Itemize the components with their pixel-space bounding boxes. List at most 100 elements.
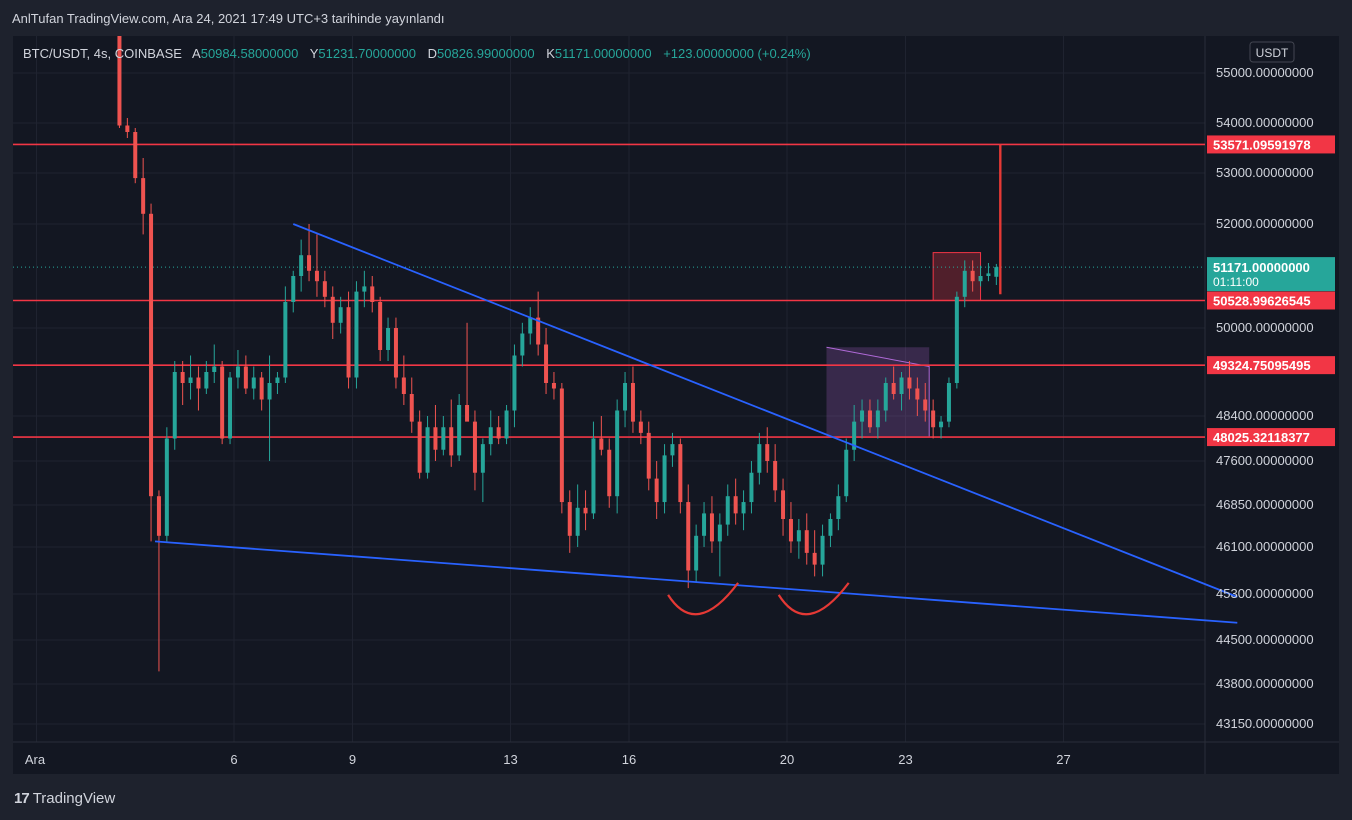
candle-body-109	[978, 276, 983, 282]
candle-body-27	[330, 296, 335, 323]
x-tick-label-1: 6	[230, 752, 237, 767]
candle-body-19	[267, 383, 272, 400]
candle-body-9	[188, 377, 193, 383]
y-tick-label-9: 45300.00000000	[1216, 586, 1314, 601]
chart-pane[interactable]: 55000.00000000 54000.00000000 53000.000000…	[13, 36, 1339, 774]
candle-body-61	[599, 438, 604, 450]
x-tick-label-2: 9	[349, 752, 356, 767]
candle-body-92	[844, 449, 849, 497]
candle-body-79	[741, 502, 746, 514]
currency-badge[interactable]	[1249, 41, 1295, 63]
trendline-lower[interactable]	[154, 540, 1238, 624]
candle-body-57	[567, 502, 572, 536]
candle-body-58	[575, 507, 580, 536]
candle-body-81	[757, 444, 762, 473]
legend-open-label: A	[192, 46, 201, 61]
y-tick-label-8: 46100.00000000	[1216, 539, 1314, 554]
candle-body-15	[235, 366, 240, 378]
trendline-upper[interactable]	[292, 223, 1238, 598]
candle-body-7	[172, 372, 177, 439]
candle-body-30	[354, 291, 359, 378]
candle-body-55	[551, 383, 556, 389]
candle-body-37	[409, 394, 414, 422]
candle-body-96	[875, 410, 880, 428]
legend-symbol: BTC/USDT, 4s, COINBASE	[23, 46, 182, 61]
candle-body-6	[164, 438, 169, 536]
y-tick-label-7: 46850.00000000	[1216, 497, 1314, 512]
x-tick-label-6: 23	[898, 752, 912, 767]
candle-body-44	[465, 405, 470, 422]
candle-body-101	[915, 388, 920, 400]
candle-body-108	[970, 270, 975, 282]
candle-body-71	[678, 444, 683, 503]
tradingview-logo-icon: 17	[14, 790, 30, 807]
candle-body-1	[125, 125, 130, 132]
candle-body-26	[322, 281, 327, 297]
candle-body-0	[117, 36, 122, 126]
candle-body-3	[141, 178, 146, 214]
candle-body-5	[156, 496, 161, 536]
candle-body-53	[536, 317, 541, 345]
candlestick-chart[interactable]: 55000.00000000 54000.00000000 53000.000000…	[13, 36, 1339, 774]
x-tick-label-3: 13	[503, 752, 517, 767]
candle-body-73	[694, 535, 699, 571]
y-tick-label-0: 55000.00000000	[1216, 65, 1314, 80]
candle-body-87	[804, 530, 809, 553]
price-label-2: 49324.75095495	[1213, 358, 1311, 373]
y-tick-label-5: 48400.00000000	[1216, 408, 1314, 423]
candle-body-70	[670, 444, 675, 456]
price-label-0: 53571.09591978	[1213, 137, 1311, 152]
candle-body-67	[646, 432, 651, 479]
candle-body-111	[994, 267, 999, 277]
candle-body-2	[133, 132, 138, 179]
candle-body-47	[488, 427, 493, 445]
y-tick-label-1: 54000.00000000	[1216, 115, 1314, 130]
candle-body-106	[954, 296, 959, 383]
candle-body-76	[717, 524, 722, 542]
candle-body-83	[773, 461, 778, 491]
candle-body-94	[860, 410, 865, 422]
legend-high-label: Y	[309, 46, 319, 61]
candle-body-23	[299, 255, 304, 276]
candle-body-10	[196, 377, 201, 389]
price-label-bg-1	[1207, 291, 1335, 310]
candle-body-60	[591, 438, 596, 514]
candle-body-36	[401, 377, 406, 394]
legend-high: 51231.70000000	[318, 46, 416, 61]
legend-change: +123.00000000 (+0.24%)	[663, 46, 811, 61]
x-tick-label-7: 27	[1056, 752, 1070, 767]
candle-body-72	[686, 502, 691, 571]
candle-body-69	[662, 455, 667, 503]
legend-close: 51171.00000000	[554, 46, 652, 61]
y-tick-label-4: 50000.00000000	[1216, 320, 1314, 335]
double-bottom-arc-0	[667, 582, 739, 616]
candle-body-84	[781, 490, 786, 519]
footer: 17 TradingView	[14, 790, 115, 807]
candle-body-85	[788, 519, 793, 542]
price-label-bg-2	[1207, 356, 1335, 375]
candle-body-100	[907, 377, 912, 389]
candle-body-77	[725, 496, 730, 525]
candle-body-21	[283, 302, 288, 378]
candle-body-74	[702, 513, 707, 536]
footer-brand[interactable]: TradingView	[32, 790, 116, 807]
candle-body-11	[204, 372, 209, 389]
legend-low: 50826.99000000	[437, 46, 535, 61]
candle-body-75	[709, 513, 714, 542]
y-tick-label-12: 43150.00000000	[1216, 716, 1314, 731]
candle-body-88	[812, 552, 817, 565]
candle-body-90	[828, 519, 833, 536]
candle-body-78	[733, 496, 738, 514]
candle-body-65	[630, 383, 635, 422]
candle-body-29	[346, 307, 351, 378]
candle-body-89	[820, 535, 825, 565]
candle-body-31	[362, 286, 367, 292]
x-tick-label-0: Ara	[25, 752, 46, 767]
candle-body-98	[891, 383, 896, 394]
y-tick-label-10: 44500.00000000	[1216, 632, 1314, 647]
candle-body-24	[307, 255, 312, 271]
price-label-3: 48025.32118377	[1213, 430, 1310, 445]
candle-body-59	[583, 507, 588, 514]
price-label-1: 50528.99626545	[1213, 293, 1311, 308]
candle-body-110	[986, 273, 991, 276]
